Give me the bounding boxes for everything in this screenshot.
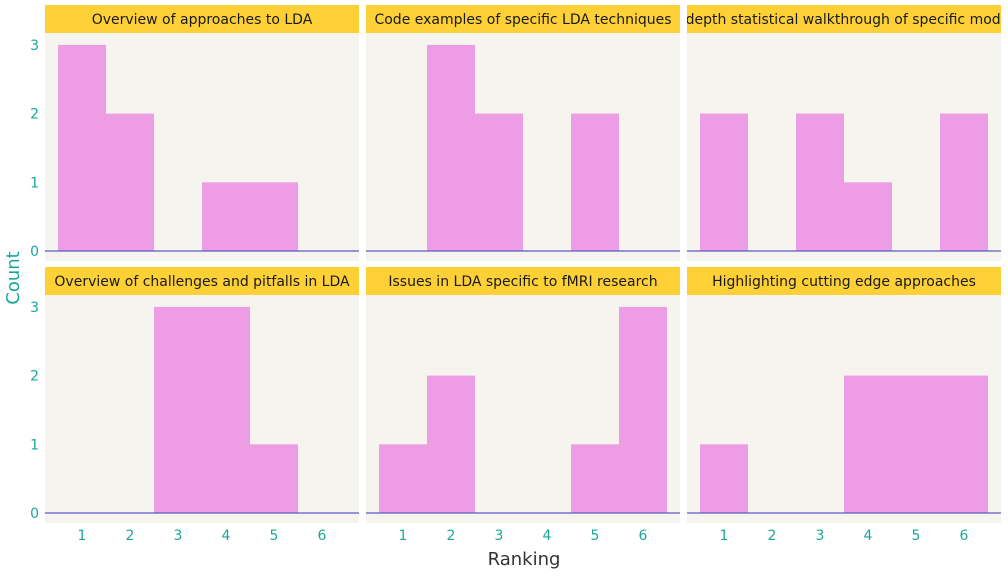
histogram-bar: [250, 444, 298, 513]
facet-title: Overview of challenges and pitfalls in L…: [54, 274, 350, 290]
histogram-bar: [154, 306, 202, 513]
histogram-bar: [700, 113, 748, 251]
x-tick-label: 5: [912, 528, 921, 544]
histogram-bar: [619, 306, 667, 513]
x-tick-label: 2: [768, 528, 777, 544]
facet-strip: [45, 5, 359, 33]
facet-strip: [45, 267, 359, 295]
histogram-bar: [940, 113, 988, 251]
histogram-bar: [475, 113, 523, 251]
x-tick-label: 4: [222, 528, 231, 544]
x-tick-label: 6: [960, 528, 969, 544]
facet-panel: Highlighting cutting edge approaches: [687, 267, 1001, 523]
facet-title: Issues in LDA specific to fMRI research: [388, 274, 657, 290]
histogram-bar: [427, 44, 475, 252]
x-tick-label: 3: [495, 528, 504, 544]
facet-panel: Code examples of specific LDA techniques: [366, 5, 680, 261]
histogram-bar: [427, 375, 475, 513]
histogram-bar: [892, 375, 940, 513]
y-tick-label: 1: [30, 437, 39, 453]
facet-title: In-depth statistical walkthrough of spec…: [668, 12, 1008, 28]
facet-title: Code examples of specific LDA techniques: [374, 12, 671, 28]
facet-panel: Issues in LDA specific to fMRI research: [366, 267, 680, 523]
facet-strip: [366, 5, 680, 33]
x-tick-label: 6: [639, 528, 648, 544]
y-tick-label: 3: [30, 38, 39, 54]
x-tick-label: 5: [591, 528, 600, 544]
x-tick-label: 6: [318, 528, 327, 544]
x-tick-label: 3: [816, 528, 825, 544]
x-axis-title: Ranking: [488, 549, 561, 570]
y-axis-title: Count: [3, 251, 24, 304]
panels-layer: Overview of approaches to LDA Code exampl…: [45, 5, 1008, 523]
histogram-bar: [796, 113, 844, 251]
x-tick-label: 4: [543, 528, 552, 544]
y-axis: 0 1 2 3 0 1 2 3: [30, 38, 39, 522]
histogram-bar: [844, 182, 892, 251]
histogram-bar: [250, 182, 298, 251]
x-axis: 1 2 3 4 5 6 1 2 3 4 5 6 1 2 3 4 5 6: [78, 528, 969, 544]
histogram-bar: [58, 44, 106, 252]
histogram-bar: [379, 444, 427, 513]
facet-strip: [687, 5, 1001, 33]
histogram-bar: [202, 182, 250, 251]
histogram-bar: [571, 444, 619, 513]
facet-title: Overview of approaches to LDA: [92, 12, 313, 28]
x-tick-label: 3: [174, 528, 183, 544]
histogram-bar: [202, 306, 250, 513]
facet-title: Highlighting cutting edge approaches: [712, 274, 976, 290]
y-tick-label: 0: [30, 506, 39, 522]
x-tick-label: 5: [270, 528, 279, 544]
y-tick-label: 2: [30, 369, 39, 385]
histogram-bar: [844, 375, 892, 513]
y-tick-label: 2: [30, 107, 39, 123]
histogram-bar: [700, 444, 748, 513]
y-tick-label: 0: [30, 244, 39, 260]
x-tick-label: 2: [126, 528, 135, 544]
histogram-bar: [106, 113, 154, 251]
x-tick-label: 4: [864, 528, 873, 544]
facet-strip: [687, 267, 1001, 295]
facet-panel: Overview of challenges and pitfalls in L…: [45, 267, 359, 523]
histogram-bar: [940, 375, 988, 513]
y-tick-label: 3: [30, 300, 39, 316]
x-tick-label: 1: [720, 528, 729, 544]
facet-strip: [366, 267, 680, 295]
facet-panel: Overview of approaches to LDA: [45, 5, 359, 261]
x-tick-label: 1: [399, 528, 408, 544]
histogram-bar: [571, 113, 619, 251]
y-tick-label: 1: [30, 175, 39, 191]
facet-panel: In-depth statistical walkthrough of spec…: [668, 5, 1008, 261]
x-tick-label: 2: [447, 528, 456, 544]
x-tick-label: 1: [78, 528, 87, 544]
